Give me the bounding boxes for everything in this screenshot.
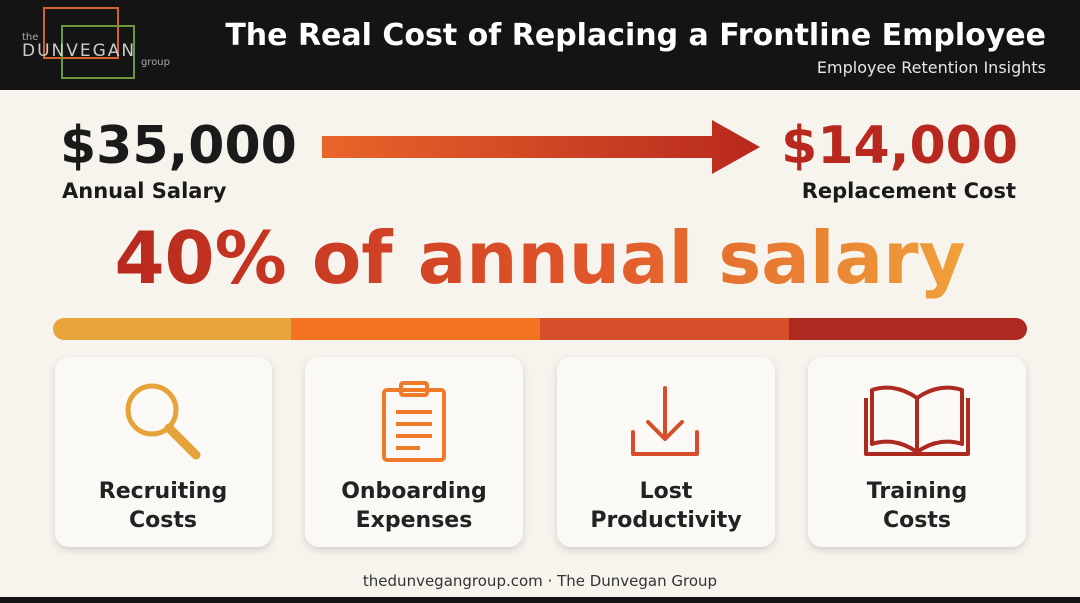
to-label: Replacement Cost bbox=[802, 179, 1016, 203]
card-label: Expenses bbox=[356, 508, 473, 533]
card-label: Lost bbox=[640, 479, 693, 504]
card-label: Costs bbox=[883, 508, 951, 533]
progress-bar bbox=[53, 318, 1027, 340]
card: Lost Productivity bbox=[557, 357, 775, 547]
logo-square bbox=[43, 7, 119, 59]
card-label: Costs bbox=[129, 508, 197, 533]
logo: the DUNVEGAN group bbox=[22, 7, 170, 79]
logo-text: DUNVEGAN bbox=[22, 41, 136, 61]
header-bar bbox=[0, 0, 1080, 90]
bar-segment bbox=[789, 318, 1027, 340]
logo-square bbox=[61, 25, 135, 79]
card-label: Training bbox=[867, 479, 967, 504]
from-label: Annual Salary bbox=[62, 179, 227, 203]
footer: thedunvegangroup.com · The Dunvegan Grou… bbox=[363, 572, 717, 590]
bar-segment bbox=[540, 318, 790, 340]
card: Onboarding Expenses bbox=[305, 357, 523, 547]
subtitle: Employee Retention Insights bbox=[817, 58, 1046, 77]
headline: 40% of annual salary bbox=[114, 216, 965, 300]
icon-search bbox=[125, 383, 201, 460]
card-label: Productivity bbox=[590, 508, 741, 533]
icon-download bbox=[631, 386, 699, 456]
arrow bbox=[322, 120, 760, 174]
card: Training Costs bbox=[808, 357, 1026, 547]
bar-segment bbox=[291, 318, 541, 340]
title: The Real Cost of Replacing a Frontline E… bbox=[225, 18, 1046, 53]
logo-text: group bbox=[141, 57, 170, 68]
icon-clipboard bbox=[382, 381, 446, 462]
card-label: Onboarding bbox=[341, 479, 487, 504]
icon-book bbox=[864, 385, 970, 456]
card-bg bbox=[305, 357, 523, 547]
from-amount: $35,000 bbox=[60, 116, 297, 176]
to-amount: $14,000 bbox=[781, 116, 1018, 176]
card-label: Recruiting bbox=[99, 479, 227, 504]
bar-segment bbox=[53, 318, 293, 340]
logo-text: the bbox=[22, 32, 38, 43]
card: Recruiting Costs bbox=[55, 357, 272, 547]
footer-bar bbox=[0, 597, 1080, 603]
card-bg bbox=[55, 357, 272, 547]
